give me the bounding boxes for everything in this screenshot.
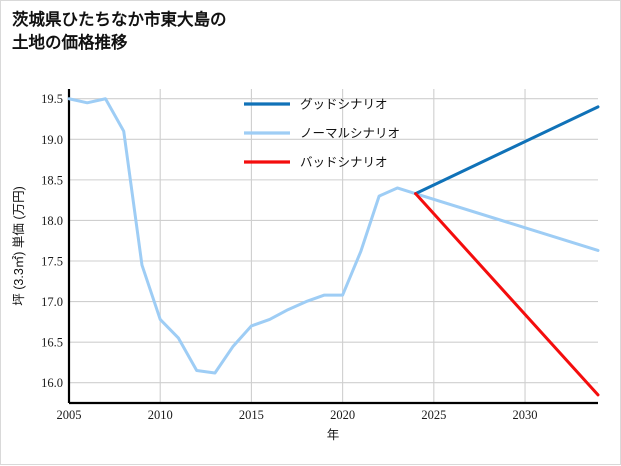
y-tick-label: 16.0 (41, 376, 63, 390)
x-tick-label: 2025 (421, 408, 446, 422)
y-tick-label: 17.5 (41, 255, 63, 269)
x-tick-label: 2020 (330, 408, 355, 422)
y-tick-label: 18.5 (41, 173, 63, 187)
series-line (414, 192, 600, 397)
gridlines-group (68, 89, 598, 403)
legend-label: バッドシナリオ (300, 156, 388, 170)
series-line (67, 97, 600, 375)
y-tick-label: 16.5 (41, 336, 63, 350)
series-lines-group (67, 97, 600, 397)
x-tick-label: 2030 (513, 408, 538, 422)
page-title: 茨城県ひたちなか市東大島の 土地の価格推移 (12, 11, 227, 53)
y-tick-label: 17.0 (41, 295, 63, 309)
y-tick-label: 19.5 (41, 92, 63, 106)
y-tick-label: 19.0 (41, 133, 63, 147)
x-tick-label: 2010 (148, 408, 173, 422)
y-axis-title: 坪 (3.3㎡) 単価 (万円) (12, 186, 26, 305)
legend-label: ノーマルシナリオ (300, 127, 400, 141)
x-tick-labels-group: 2005 2010 2015 2020 2025 2030 (57, 408, 538, 422)
x-axis-title: 年 (327, 428, 340, 442)
x-tick-label: 2015 (239, 408, 264, 422)
y-tick-label: 18.0 (41, 214, 63, 228)
legend-label: グッドシナリオ (300, 98, 388, 112)
y-tick-labels-group: 16.0 16.5 17.0 17.5 18.0 18.5 19.0 19.5 (41, 92, 63, 390)
series-line (414, 105, 600, 196)
x-tick-label: 2005 (57, 408, 82, 422)
